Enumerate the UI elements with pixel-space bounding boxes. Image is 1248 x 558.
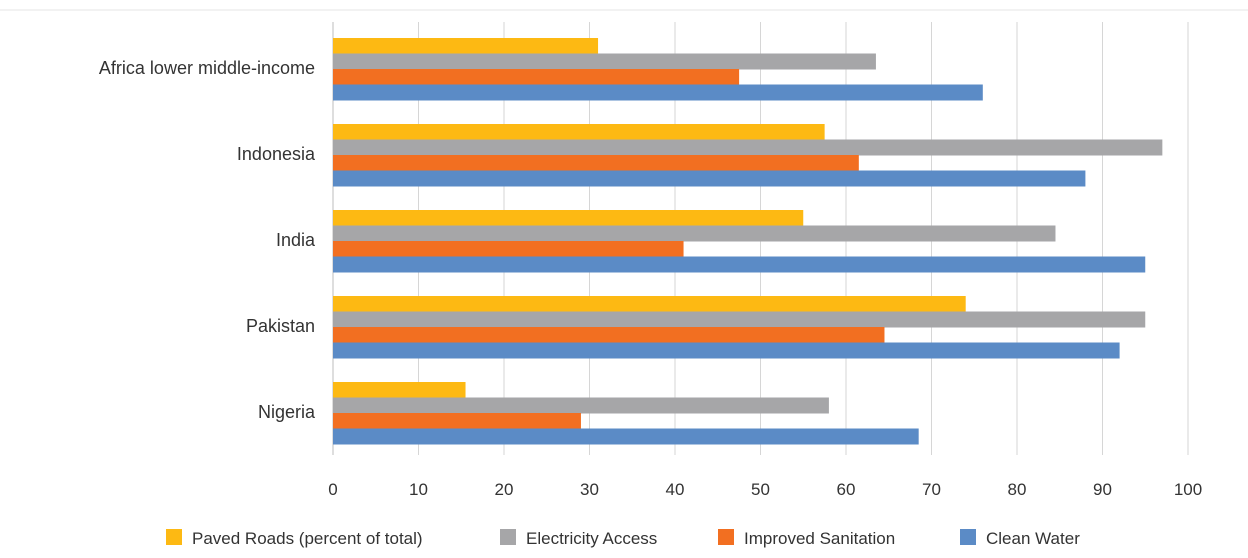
category-labels: Africa lower middle-income Indonesia India… bbox=[99, 58, 316, 422]
x-tick-label-30: 30 bbox=[580, 480, 599, 499]
x-tick-label-50: 50 bbox=[751, 480, 770, 499]
bar-africa-lower-middle-income-paved-roads bbox=[333, 38, 599, 54]
bar-nigeria-electricity-access bbox=[333, 397, 829, 414]
bar-indonesia-clean-water bbox=[333, 170, 1086, 187]
x-tick-label-0: 0 bbox=[328, 480, 337, 499]
x-tick-label-90: 90 bbox=[1093, 480, 1112, 499]
bar-nigeria-clean-water bbox=[333, 428, 919, 445]
bar-pakistan-electricity-access bbox=[333, 311, 1146, 328]
bar-africa-lower-middle-income-electricity-access bbox=[333, 53, 876, 70]
bar-pakistan-clean-water bbox=[333, 342, 1120, 359]
category-label-africa-lower-middle-income: Africa lower middle-income bbox=[99, 58, 315, 78]
x-tick-label-80: 80 bbox=[1008, 480, 1027, 499]
bar-nigeria-paved-roads bbox=[333, 382, 466, 398]
x-tick-label-10: 10 bbox=[409, 480, 428, 499]
bar-pakistan-improved-sanitation bbox=[333, 327, 885, 343]
x-tick-label-60: 60 bbox=[837, 480, 856, 499]
bar-indonesia-electricity-access bbox=[333, 139, 1163, 156]
category-label-nigeria: Nigeria bbox=[258, 402, 316, 422]
legend-swatch-electricity-access bbox=[500, 529, 516, 545]
legend-swatch-improved-sanitation bbox=[718, 529, 734, 545]
legend: Paved Roads (percent of total) Electricit… bbox=[166, 529, 1080, 548]
x-axis-ticks: 0 10 20 30 40 50 60 70 80 90 100 bbox=[328, 480, 1202, 499]
category-label-indonesia: Indonesia bbox=[237, 144, 316, 164]
x-tick-label-70: 70 bbox=[922, 480, 941, 499]
x-tick-label-20: 20 bbox=[495, 480, 514, 499]
bar-nigeria-improved-sanitation bbox=[333, 413, 581, 429]
bars bbox=[333, 38, 1163, 445]
legend-label-paved-roads: Paved Roads (percent of total) bbox=[192, 529, 423, 548]
bar-indonesia-improved-sanitation bbox=[333, 155, 859, 171]
category-label-pakistan: Pakistan bbox=[246, 316, 315, 336]
legend-label-improved-sanitation: Improved Sanitation bbox=[744, 529, 895, 548]
x-tick-label-40: 40 bbox=[666, 480, 685, 499]
legend-swatch-clean-water bbox=[960, 529, 976, 545]
legend-label-electricity-access: Electricity Access bbox=[526, 529, 657, 548]
x-tick-label-100: 100 bbox=[1174, 480, 1202, 499]
bar-india-clean-water bbox=[333, 256, 1146, 273]
bar-india-improved-sanitation bbox=[333, 241, 684, 257]
category-label-india: India bbox=[276, 230, 316, 250]
bar-indonesia-paved-roads bbox=[333, 124, 825, 140]
bar-pakistan-paved-roads bbox=[333, 296, 966, 312]
bar-india-paved-roads bbox=[333, 210, 804, 226]
bar-africa-lower-middle-income-improved-sanitation bbox=[333, 69, 740, 85]
bar-africa-lower-middle-income-clean-water bbox=[333, 84, 983, 101]
legend-swatch-paved-roads bbox=[166, 529, 182, 545]
legend-label-clean-water: Clean Water bbox=[986, 529, 1080, 548]
bar-india-electricity-access bbox=[333, 225, 1056, 242]
